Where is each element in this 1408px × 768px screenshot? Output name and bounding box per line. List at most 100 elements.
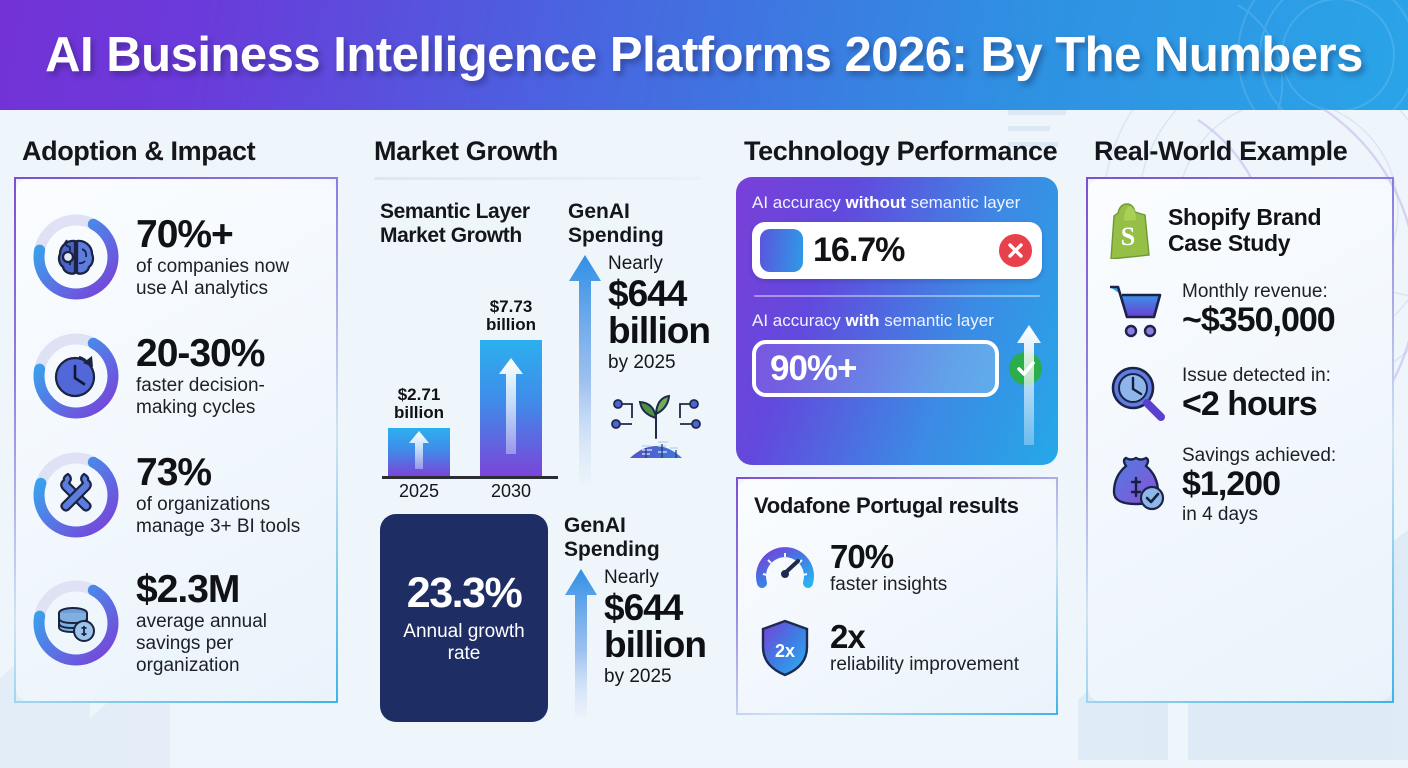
genai-amount-line1: $644 — [604, 587, 683, 629]
stat-value: 73% — [136, 450, 212, 494]
shopify-bag-icon: S — [1110, 203, 1150, 259]
genai-by: by 2025 — [604, 666, 672, 688]
column-adoption-impact: Adoption & Impact — [0, 124, 352, 768]
growth-rate-value: 23.3% — [406, 568, 523, 617]
shopify-logo-letter: S — [1121, 222, 1135, 251]
bar-group-2025: $2.71 billion 2025 — [388, 385, 450, 501]
bar-tick-2025: 2025 — [398, 481, 440, 502]
genai-text: Nearly $644 billion by 2025 — [604, 567, 707, 722]
realworld-caption: Monthly revenue: — [1182, 281, 1328, 303]
stat-description: average annual savings per organization — [136, 611, 267, 677]
stat-description: of companies now use AI analytics — [136, 256, 290, 300]
genai-text: Nearly $644 billion by 2025 — [608, 253, 711, 488]
accuracy-with-row: 90%+ — [752, 340, 1042, 397]
vodafone-row: 2x 2x reliability improvement — [754, 617, 1040, 679]
genai-nearly: Nearly — [608, 253, 663, 275]
shield-badge-text: 2x — [775, 641, 795, 661]
accuracy-comparison-card: AI accuracy without semantic layer 16.7%… — [736, 177, 1058, 465]
realworld-text: Savings achieved: $1,200 in 4 days — [1182, 445, 1336, 526]
genai-amount-line2: billion — [604, 624, 707, 666]
bar-2030 — [480, 340, 542, 477]
genai-by: by 2025 — [608, 352, 676, 374]
market-top-row: Semantic Layer Market Growth $2.71 billio… — [372, 194, 711, 508]
annual-growth-rate-card: 23.3% Annual growth rate — [380, 514, 548, 723]
realworld-text: Monthly revenue: ~$350,000 — [1182, 281, 1336, 340]
stat-text: 20-30% faster decision-making cycles — [136, 332, 322, 420]
shield-2x-icon: 2x — [761, 619, 809, 677]
brain-gear-icon — [30, 211, 122, 303]
semantic-layer-bar-chart: $2.71 billion 2025 — [380, 257, 558, 505]
genai-spending-bottom: GenAI Spending Nearly $644 billion by 20… — [558, 514, 707, 722]
realworld-subtext: in 4 days — [1182, 503, 1259, 525]
vodafone-text: 70% faster insights — [830, 540, 947, 597]
up-arrow-icon — [564, 567, 598, 722]
stat-value: 20-30% — [136, 331, 265, 375]
adoption-stats-card: 70%+ of companies now use AI analytics — [14, 177, 338, 703]
realworld-value: $1,200 — [1182, 465, 1281, 503]
stat-text: $2.3M average annual savings per organiz… — [136, 568, 322, 678]
up-arrow-icon — [568, 253, 602, 488]
page-title: AI Business Intelligence Platforms 2026:… — [45, 28, 1363, 82]
realworld-caption: Savings achieved: — [1182, 445, 1337, 466]
clock-refresh-icon — [30, 330, 122, 422]
genai-nearly: Nearly — [604, 567, 659, 589]
accuracy-with-bar: 90%+ — [752, 340, 999, 397]
vodafone-desc: reliability improvement — [830, 654, 1020, 676]
shopify-case-study-card: S Shopify Brand Case Study Monthly revenu… — [1086, 177, 1394, 703]
column-market-growth: Market Growth Semantic Layer Market Grow… — [352, 124, 722, 768]
column-real-world-example: Real-World Example S Shopify Brand Case S… — [1072, 124, 1408, 768]
realworld-value: <2 hours — [1182, 385, 1318, 424]
stat-text: 73% of organizations manage 3+ BI tools — [136, 451, 322, 539]
accuracy-without-bar: 16.7% — [752, 222, 1042, 279]
up-arrow-icon — [409, 431, 429, 470]
page-header: AI Business Intelligence Platforms 2026:… — [0, 0, 1408, 110]
realworld-row: Monthly revenue: ~$350,000 — [1104, 277, 1376, 343]
vodafone-text: 2x reliability improvement — [830, 620, 1019, 677]
stat-row: 70%+ of companies now use AI analytics — [30, 211, 322, 303]
market-growth-card: Semantic Layer Market Growth $2.71 billio… — [366, 188, 711, 730]
bar-2025 — [388, 428, 450, 477]
money-bag-check-icon — [1112, 456, 1165, 511]
vodafone-results-card: Vodafone Portugal results 70% faster ins… — [736, 477, 1058, 715]
bar-tick-2030: 2030 — [490, 481, 532, 502]
section-title-realworld: Real-World Example — [1094, 136, 1348, 166]
genai-body: Nearly $644 billion by 2025 — [568, 253, 711, 488]
card-divider — [754, 295, 1040, 297]
progress-fill-without — [760, 229, 803, 272]
bar-value-label-2030: $7.73 billion — [485, 296, 537, 335]
accuracy-with-value: 90%+ — [770, 348, 857, 388]
vodafone-title: Vodafone Portugal results — [754, 493, 1019, 518]
shopping-cart-icon — [1110, 285, 1162, 338]
genai-title: GenAI Spending — [564, 514, 660, 561]
accuracy-with-label: AI accuracy with semantic layer — [752, 311, 994, 330]
stat-value: 70%+ — [136, 212, 234, 256]
realworld-caption: Issue detected in: — [1182, 365, 1331, 387]
error-x-icon — [999, 234, 1032, 267]
section-title-adoption: Adoption & Impact — [22, 136, 256, 166]
section-divider — [374, 177, 700, 180]
vodafone-value: 2x — [830, 617, 866, 655]
up-arrow-icon — [1017, 325, 1041, 445]
stat-text: 70%+ of companies now use AI analytics — [136, 213, 322, 301]
header-decoration-icon — [1237, 0, 1408, 110]
magnifier-clock-icon — [1111, 366, 1165, 421]
realworld-text: Issue detected in: <2 hours — [1182, 365, 1331, 423]
vodafone-row: 70% faster insights — [754, 537, 1040, 599]
vodafone-desc: faster insights — [830, 574, 948, 596]
coins-dollar-icon — [30, 577, 122, 669]
realworld-row: Issue detected in: <2 hours — [1104, 361, 1376, 427]
stat-value: $2.3M — [136, 567, 240, 611]
bar-group-2030: $7.73 billion 2030 — [480, 297, 542, 501]
case-study-title: Shopify Brand Case Study — [1168, 204, 1322, 256]
stat-row: 20-30% faster decision-making cycles — [30, 330, 322, 422]
realworld-value: ~$350,000 — [1182, 301, 1336, 340]
accuracy-without-value: 16.7% — [813, 231, 905, 269]
stat-description: faster decision-making cycles — [136, 375, 265, 419]
up-arrow-icon — [499, 358, 523, 455]
chart-title: Semantic Layer Market Growth — [380, 200, 530, 247]
section-title-market: Market Growth — [374, 136, 558, 166]
stat-row: 73% of organizations manage 3+ BI tools — [30, 449, 322, 541]
column-technology-performance: Technology Performance AI accuracy witho… — [722, 124, 1072, 768]
speedometer-icon — [756, 547, 814, 588]
tools-wrench-icon — [30, 449, 122, 541]
